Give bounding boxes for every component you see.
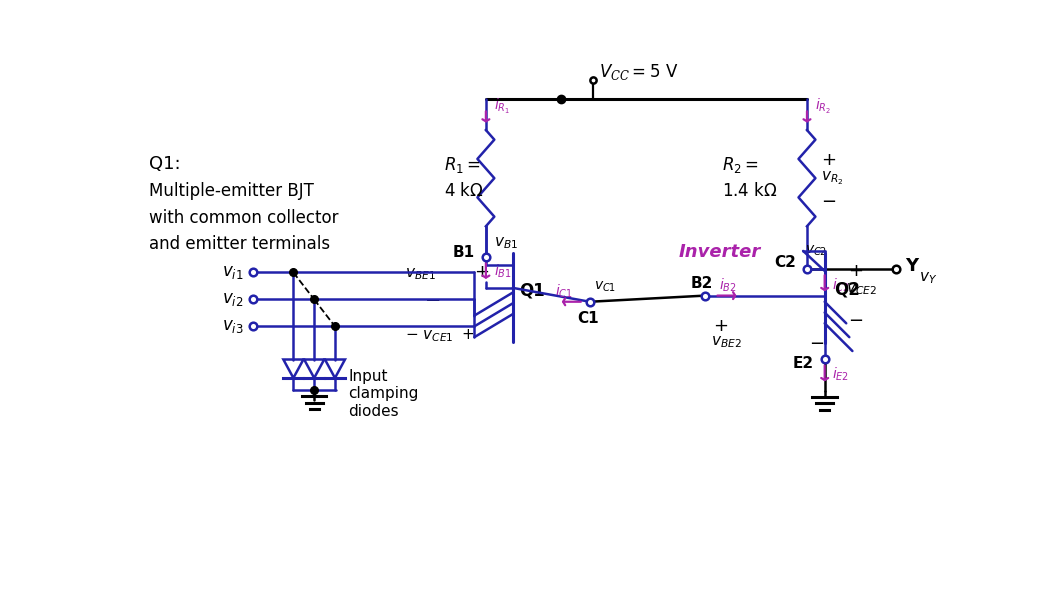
Text: $-$: $-$ bbox=[821, 191, 836, 209]
Text: $i_{C2}$: $i_{C2}$ bbox=[832, 277, 850, 294]
Text: Y: Y bbox=[906, 256, 918, 275]
Text: and emitter terminals: and emitter terminals bbox=[150, 235, 331, 253]
Text: $v_{C1}$: $v_{C1}$ bbox=[593, 280, 615, 294]
Text: $-$: $-$ bbox=[848, 310, 863, 328]
Text: $v_{R_2}$: $v_{R_2}$ bbox=[821, 169, 843, 187]
Text: $-$: $-$ bbox=[809, 333, 825, 351]
Text: Q2: Q2 bbox=[833, 281, 860, 299]
Text: 4 k$\Omega$: 4 k$\Omega$ bbox=[443, 182, 484, 200]
Text: $v_{CE2}$: $v_{CE2}$ bbox=[846, 281, 877, 297]
Text: C1: C1 bbox=[577, 311, 600, 326]
Text: $R_1=$: $R_1=$ bbox=[443, 155, 480, 175]
Text: $i_{R_1}$: $i_{R_1}$ bbox=[493, 97, 510, 116]
Text: $i_{B2}$: $i_{B2}$ bbox=[720, 276, 737, 293]
Text: Input
clamping
diodes: Input clamping diodes bbox=[348, 369, 419, 418]
Text: $-$: $-$ bbox=[424, 289, 440, 308]
Text: Inverter: Inverter bbox=[678, 243, 761, 260]
Text: $v_{BE1}$: $v_{BE1}$ bbox=[405, 266, 436, 282]
Text: B2: B2 bbox=[691, 276, 713, 291]
Text: $v_{C2}$: $v_{C2}$ bbox=[806, 243, 828, 258]
Text: $v_{i2}$: $v_{i2}$ bbox=[222, 290, 243, 309]
Text: $+$: $+$ bbox=[821, 151, 836, 169]
Text: C2: C2 bbox=[774, 255, 796, 270]
Text: $i_{C1}$: $i_{C1}$ bbox=[555, 283, 573, 300]
Text: $+$: $+$ bbox=[848, 262, 863, 280]
Text: $i_{E2}$: $i_{E2}$ bbox=[832, 365, 849, 383]
Text: $v_Y$: $v_Y$ bbox=[919, 270, 938, 285]
Text: $i_{R_2}$: $i_{R_2}$ bbox=[814, 97, 831, 116]
Text: Q1:: Q1: bbox=[150, 155, 181, 173]
Text: $+$: $+$ bbox=[474, 263, 490, 281]
Text: 1.4 k$\Omega$: 1.4 k$\Omega$ bbox=[722, 182, 778, 200]
Text: $i_{B1}$: $i_{B1}$ bbox=[493, 262, 511, 280]
Text: $v_{B1}$: $v_{B1}$ bbox=[493, 235, 518, 251]
Text: $-\ v_{CE1}\ +$: $-\ v_{CE1}\ +$ bbox=[405, 327, 474, 344]
Text: B1: B1 bbox=[453, 245, 475, 260]
Text: $+$: $+$ bbox=[713, 318, 728, 336]
Text: E2: E2 bbox=[793, 356, 814, 371]
Text: Multiple-emitter BJT: Multiple-emitter BJT bbox=[150, 182, 315, 200]
Text: $v_{BE2}$: $v_{BE2}$ bbox=[711, 334, 742, 350]
Text: $V_{\mathregular{CC}}=5\ \mathrm{V}$: $V_{\mathregular{CC}}=5\ \mathrm{V}$ bbox=[600, 63, 678, 82]
Text: $v_{i3}$: $v_{i3}$ bbox=[222, 318, 243, 336]
Text: Q1: Q1 bbox=[519, 282, 544, 300]
Text: with common collector: with common collector bbox=[150, 209, 339, 226]
Text: $v_{i1}$: $v_{i1}$ bbox=[222, 263, 243, 281]
Text: $R_2=$: $R_2=$ bbox=[722, 155, 759, 175]
